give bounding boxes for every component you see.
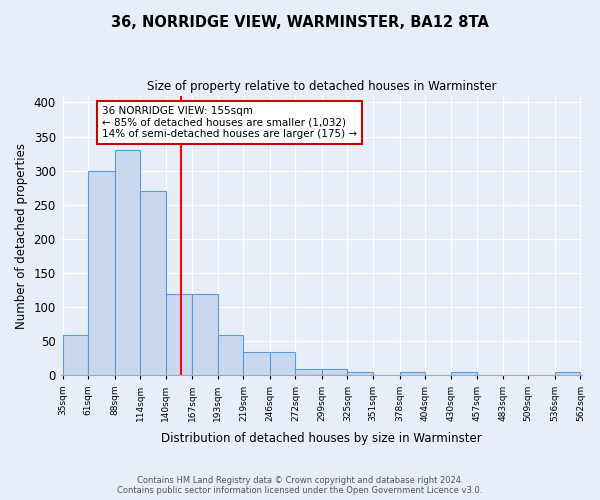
Text: 36, NORRIDGE VIEW, WARMINSTER, BA12 8TA: 36, NORRIDGE VIEW, WARMINSTER, BA12 8TA	[111, 15, 489, 30]
Bar	[62, 334, 88, 376]
Text: Contains HM Land Registry data © Crown copyright and database right 2024.
Contai: Contains HM Land Registry data © Crown c…	[118, 476, 482, 495]
Bar	[166, 294, 192, 376]
Bar	[270, 352, 295, 376]
Bar	[347, 372, 373, 376]
Bar	[88, 170, 115, 376]
Text: 36 NORRIDGE VIEW: 155sqm
← 85% of detached houses are smaller (1,032)
14% of sem: 36 NORRIDGE VIEW: 155sqm ← 85% of detach…	[102, 106, 357, 139]
Bar	[322, 368, 347, 376]
Bar	[115, 150, 140, 376]
X-axis label: Distribution of detached houses by size in Warminster: Distribution of detached houses by size …	[161, 432, 482, 445]
Bar	[555, 372, 580, 376]
Bar	[400, 372, 425, 376]
Bar	[451, 372, 477, 376]
Bar	[295, 368, 322, 376]
Y-axis label: Number of detached properties: Number of detached properties	[15, 142, 28, 328]
Bar	[218, 334, 244, 376]
Bar	[192, 294, 218, 376]
Title: Size of property relative to detached houses in Warminster: Size of property relative to detached ho…	[147, 80, 496, 93]
Bar	[140, 191, 166, 376]
Bar	[244, 352, 270, 376]
